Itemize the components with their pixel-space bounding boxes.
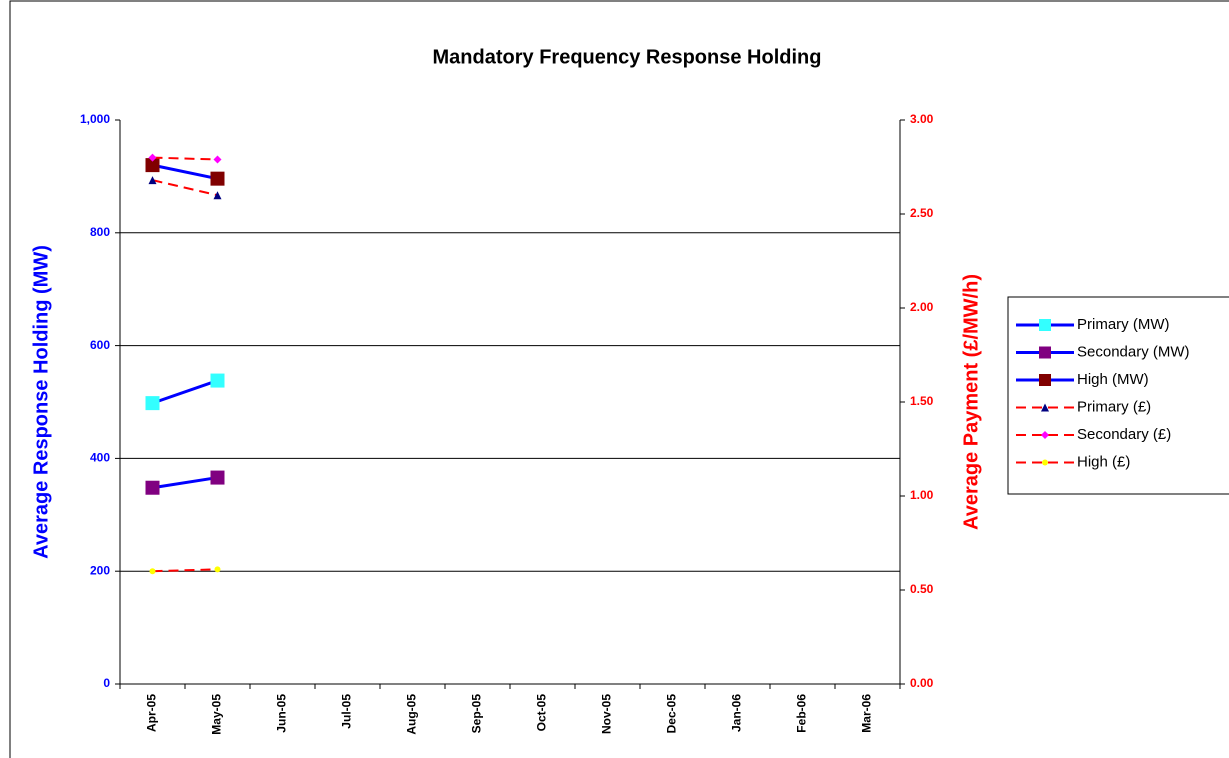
series-line <box>152 379 218 405</box>
x-tick-label: Apr-05 <box>145 694 159 732</box>
marker <box>213 155 222 164</box>
marker <box>210 373 225 388</box>
x-tick-label: Nov-05 <box>600 694 614 734</box>
series-line <box>152 179 218 197</box>
y-tick-label: 600 <box>90 338 110 352</box>
y-tick-label: 0 <box>103 676 110 690</box>
marker <box>213 191 222 200</box>
legend-label: Primary (MW) <box>1077 316 1169 333</box>
legend-label: Secondary (MW) <box>1077 343 1190 360</box>
series-line <box>152 476 218 490</box>
y-tick-label: 1,000 <box>80 112 110 126</box>
y2-axis-label: Average Payment (£/MW/h) <box>960 274 982 530</box>
legend-marker <box>1039 346 1051 359</box>
y2-tick-label: 3.00 <box>910 112 934 126</box>
marker <box>214 566 221 573</box>
series-line <box>152 163 218 181</box>
x-tick-label: Jun-05 <box>275 694 289 733</box>
y2-tick-label: 1.00 <box>910 488 934 502</box>
chart-title: Mandatory Frequency Response Holding <box>433 46 822 68</box>
marker <box>149 568 156 575</box>
y-axis-label: Average Response Holding (MW) <box>30 245 52 559</box>
y2-tick-label: 0.50 <box>910 582 934 596</box>
y2-tick-label: 0.00 <box>910 676 934 690</box>
legend-label: Primary (£) <box>1077 398 1151 415</box>
marker <box>148 176 157 185</box>
x-tick-label: Feb-06 <box>795 694 809 733</box>
x-tick-label: Aug-05 <box>405 694 419 735</box>
legend-marker <box>1042 459 1048 466</box>
legend-marker <box>1039 319 1051 331</box>
y2-tick-label: 2.00 <box>910 300 934 314</box>
x-tick-label: Mar-06 <box>860 694 874 733</box>
y-tick-label: 200 <box>90 563 110 577</box>
x-tick-label: Jan-06 <box>730 694 744 732</box>
y2-tick-label: 2.50 <box>910 206 934 220</box>
legend-label: High (£) <box>1077 453 1130 470</box>
legend-label: High (MW) <box>1077 371 1149 388</box>
x-tick-label: Dec-05 <box>665 694 679 734</box>
x-tick-label: Sep-05 <box>470 694 484 734</box>
y-tick-label: 400 <box>90 451 110 465</box>
legend-marker <box>1039 374 1051 386</box>
marker <box>210 470 225 485</box>
legend-label: Secondary (£) <box>1077 426 1171 443</box>
series-line <box>152 156 218 161</box>
x-tick-label: May-05 <box>210 694 224 735</box>
marker <box>145 158 160 173</box>
marker <box>148 153 157 162</box>
marker <box>145 396 160 411</box>
marker <box>145 480 160 495</box>
x-tick-label: Jul-05 <box>340 694 354 729</box>
legend-marker <box>1041 403 1049 412</box>
y2-tick-label: 1.50 <box>910 394 934 408</box>
x-tick-label: Oct-05 <box>535 694 549 732</box>
y-tick-label: 800 <box>90 225 110 239</box>
series-line <box>152 568 218 573</box>
marker <box>210 171 225 186</box>
legend-marker <box>1041 431 1049 439</box>
